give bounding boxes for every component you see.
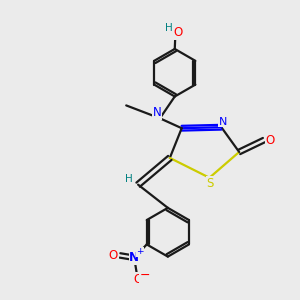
Text: N: N <box>153 106 161 119</box>
Text: N: N <box>129 251 139 264</box>
Text: O: O <box>134 273 143 286</box>
Text: N: N <box>219 117 227 127</box>
Text: O: O <box>109 249 118 262</box>
Text: H: H <box>125 174 133 184</box>
Text: +: + <box>136 247 144 256</box>
Text: S: S <box>206 177 214 190</box>
Text: O: O <box>266 134 275 147</box>
Text: H: H <box>165 22 173 32</box>
Text: O: O <box>173 26 182 39</box>
Text: −: − <box>140 269 150 282</box>
